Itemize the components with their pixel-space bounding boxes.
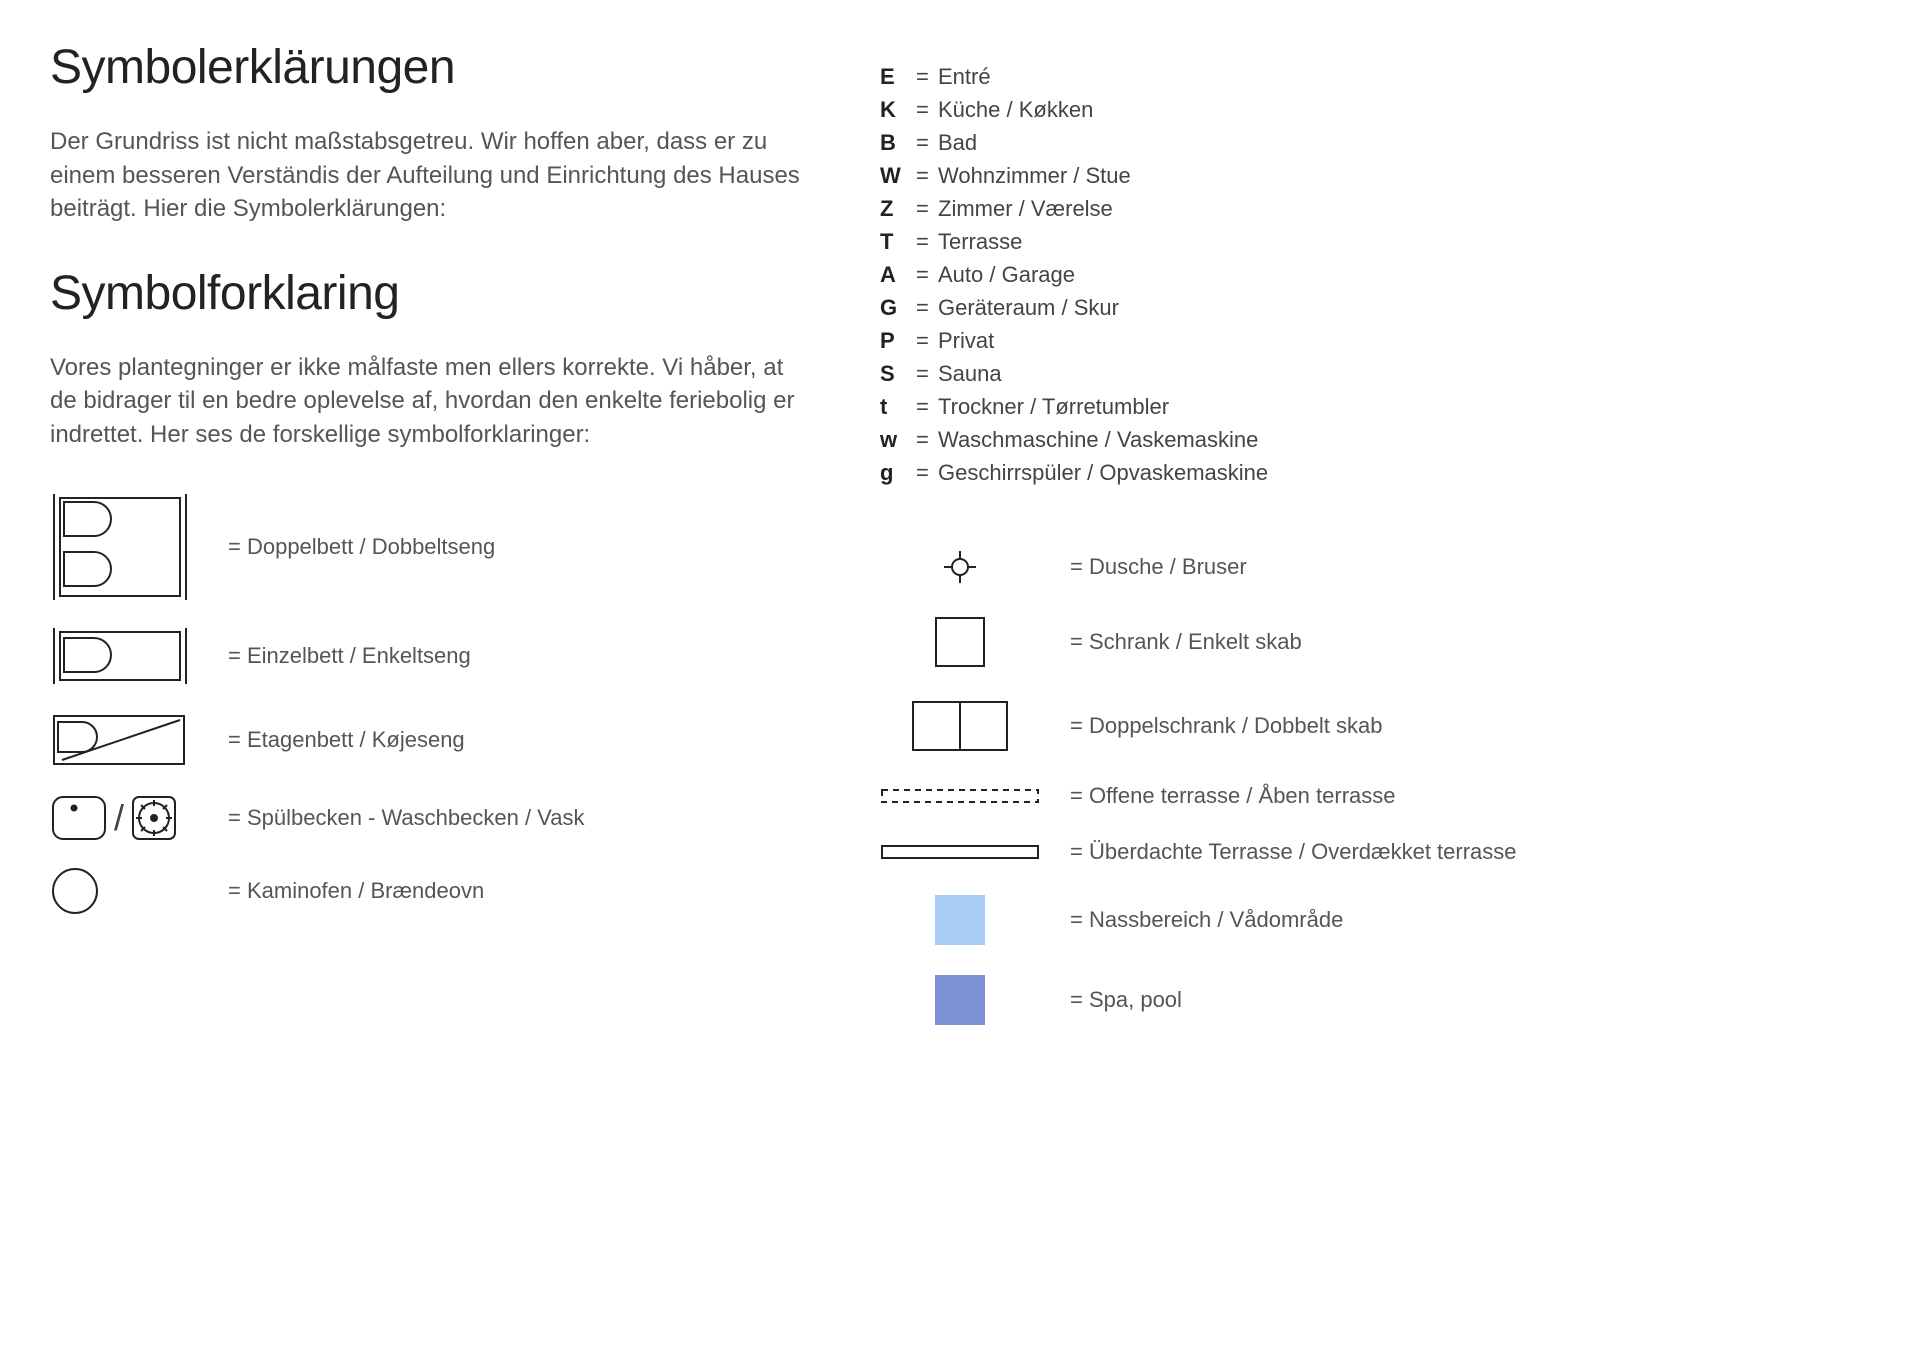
abbrev-key: W <box>880 159 908 192</box>
shower-icon <box>880 549 1040 585</box>
abbrev-row: A=Auto / Garage <box>880 258 1870 291</box>
open-terrace-icon <box>880 788 1040 804</box>
legend-row-shower: = Dusche / Bruser <box>880 549 1870 585</box>
abbrev-key: S <box>880 357 908 390</box>
abbrev-value: Sauna <box>938 357 1002 390</box>
abbrev-value: Privat <box>938 324 994 357</box>
abbrev-key: w <box>880 423 908 456</box>
abbrev-row: S=Sauna <box>880 357 1870 390</box>
legend-label: = Offene terrasse / Åben terrasse <box>1070 783 1396 809</box>
title-dk: Symbolforklaring <box>50 266 820 321</box>
legend-row-bunk-bed: = Etagenbett / Køjeseng <box>50 710 820 770</box>
abbrev-value: Geräteraum / Skur <box>938 291 1119 324</box>
abbrev-key: t <box>880 390 908 423</box>
abbrev-equals: = <box>916 390 930 423</box>
legend-row-double-wardrobe: = Doppelschrank / Dobbelt skab <box>880 699 1870 753</box>
abbrev-key: A <box>880 258 908 291</box>
double-wardrobe-icon <box>880 699 1040 753</box>
title-de: Symbolerklärungen <box>50 40 820 95</box>
legend-label: = Dusche / Bruser <box>1070 554 1247 580</box>
abbrev-value: Entré <box>938 60 991 93</box>
bunk-bed-icon <box>50 710 210 770</box>
legend-row-double-bed: = Doppelbett / Dobbeltseng <box>50 492 820 602</box>
abbrev-equals: = <box>916 456 930 489</box>
abbrev-key: T <box>880 225 908 258</box>
abbrev-equals: = <box>916 159 930 192</box>
slash-separator: / <box>114 797 124 839</box>
legend-label: = Doppelschrank / Dobbelt skab <box>1070 713 1382 739</box>
wardrobe-icon <box>880 615 1040 669</box>
abbrev-key: G <box>880 291 908 324</box>
abbrev-value: Wohnzimmer / Stue <box>938 159 1131 192</box>
covered-terrace-icon <box>880 844 1040 860</box>
abbrev-key: B <box>880 126 908 159</box>
legend-label: = Doppelbett / Dobbeltseng <box>228 534 495 560</box>
abbrev-value: Trockner / Tørretumbler <box>938 390 1169 423</box>
abbrev-row: B=Bad <box>880 126 1870 159</box>
abbrev-row: Z=Zimmer / Værelse <box>880 192 1870 225</box>
legend-row-open-terrace: = Offene terrasse / Åben terrasse <box>880 783 1870 809</box>
abbrev-value: Geschirrspüler / Opvaskemaskine <box>938 456 1268 489</box>
abbrev-key: E <box>880 60 908 93</box>
abbrev-equals: = <box>916 225 930 258</box>
abbrev-value: Bad <box>938 126 977 159</box>
legend-label: = Nassbereich / Vådområde <box>1070 907 1343 933</box>
abbrev-key: Z <box>880 192 908 225</box>
abbrev-row: t=Trockner / Tørretumbler <box>880 390 1870 423</box>
abbrev-row: W=Wohnzimmer / Stue <box>880 159 1870 192</box>
abbrev-row: g=Geschirrspüler / Opvaskemaskine <box>880 456 1870 489</box>
legend-row-covered-terrace: = Überdachte Terrasse / Overdækket terra… <box>880 839 1870 865</box>
abbrev-equals: = <box>916 324 930 357</box>
abbrev-row: w=Waschmaschine / Vaskemaskine <box>880 423 1870 456</box>
legend-row-wet-area: = Nassbereich / Vådområde <box>880 895 1870 945</box>
spa-swatch <box>880 975 1040 1025</box>
abbrev-equals: = <box>916 357 930 390</box>
legend-label: = Spa, pool <box>1070 987 1182 1013</box>
legend-row-single-bed: = Einzelbett / Enkeltseng <box>50 626 820 686</box>
legend-label: = Schrank / Enkelt skab <box>1070 629 1302 655</box>
intro-dk: Vores plantegninger er ikke målfaste men… <box>50 351 810 452</box>
abbreviation-list: E=EntréK=Küche / KøkkenB=BadW=Wohnzimmer… <box>880 60 1870 489</box>
abbrev-key: g <box>880 456 908 489</box>
abbrev-row: P=Privat <box>880 324 1870 357</box>
abbrev-value: Küche / Køkken <box>938 93 1093 126</box>
legend-label: = Kaminofen / Brændeovn <box>228 878 484 904</box>
legend-row-spa: = Spa, pool <box>880 975 1870 1025</box>
abbrev-row: E=Entré <box>880 60 1870 93</box>
abbrev-row: T=Terrasse <box>880 225 1870 258</box>
abbrev-key: K <box>880 93 908 126</box>
abbrev-equals: = <box>916 93 930 126</box>
abbrev-row: K=Küche / Køkken <box>880 93 1870 126</box>
double-bed-icon <box>50 492 210 602</box>
legend-label: = Etagenbett / Køjeseng <box>228 727 465 753</box>
legend-row-sink: / = <box>50 794 820 842</box>
abbrev-key: P <box>880 324 908 357</box>
wet-area-swatch <box>880 895 1040 945</box>
abbrev-equals: = <box>916 258 930 291</box>
abbrev-value: Waschmaschine / Vaskemaskine <box>938 423 1258 456</box>
abbrev-value: Terrasse <box>938 225 1022 258</box>
intro-de: Der Grundriss ist nicht maßstabsgetreu. … <box>50 125 810 226</box>
abbrev-equals: = <box>916 60 930 93</box>
abbrev-row: G=Geräteraum / Skur <box>880 291 1870 324</box>
single-bed-icon <box>50 626 210 686</box>
legend-label: = Einzelbett / Enkeltseng <box>228 643 471 669</box>
legend-row-stove: = Kaminofen / Brændeovn <box>50 866 820 916</box>
abbrev-equals: = <box>916 126 930 159</box>
abbrev-value: Zimmer / Værelse <box>938 192 1113 225</box>
abbrev-value: Auto / Garage <box>938 258 1075 291</box>
legend-row-wardrobe: = Schrank / Enkelt skab <box>880 615 1870 669</box>
abbrev-equals: = <box>916 192 930 225</box>
legend-label: = Überdachte Terrasse / Overdækket terra… <box>1070 839 1517 865</box>
legend-label: = Spülbecken - Waschbecken / Vask <box>228 805 584 831</box>
abbrev-equals: = <box>916 423 930 456</box>
stove-icon <box>50 866 210 916</box>
sink-icon: / <box>50 794 210 842</box>
abbrev-equals: = <box>916 291 930 324</box>
